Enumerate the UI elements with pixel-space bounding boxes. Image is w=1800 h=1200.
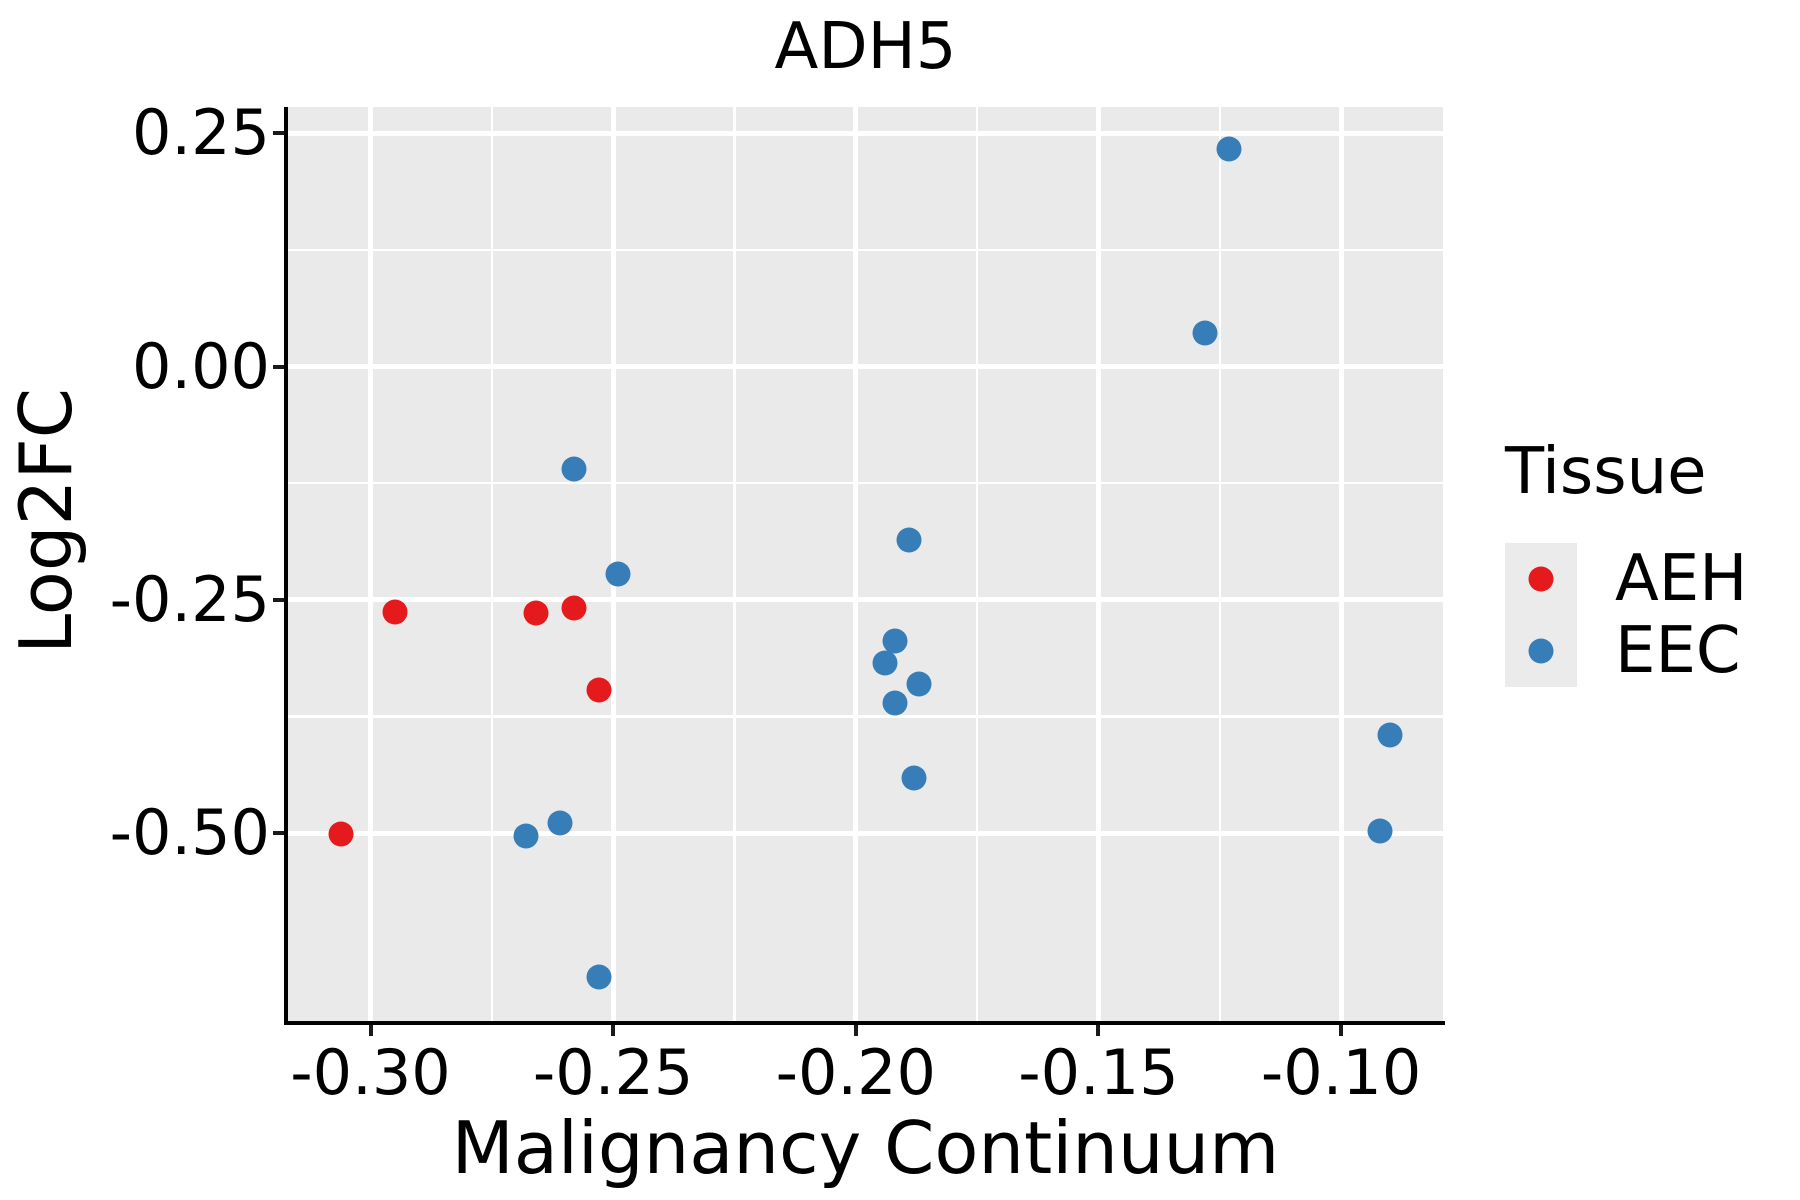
data-point-eec — [906, 671, 932, 697]
legend-entry-aeh: AEH — [1505, 542, 1748, 617]
data-point-aeh — [561, 595, 587, 621]
x-axis-tick — [368, 1025, 373, 1036]
data-point-eec — [882, 628, 908, 654]
data-point-eec — [1367, 818, 1393, 844]
legend-entry-eec: EEC — [1505, 614, 1747, 689]
data-point-eec — [586, 964, 612, 990]
data-point-eec — [896, 527, 922, 553]
legend: Tissue AEH EEC — [1505, 435, 1748, 689]
data-point-eec — [901, 765, 927, 791]
y-axis-tick — [273, 831, 284, 836]
y-tick-label: 0.00 — [131, 329, 270, 403]
x-tick-label: -0.25 — [532, 1036, 694, 1109]
x-tick-label: -0.15 — [1018, 1036, 1179, 1109]
y-tick-label: 0.25 — [131, 96, 270, 170]
x-axis-tick — [853, 1025, 858, 1036]
y-axis-tick — [273, 131, 284, 136]
x-axis-tick — [611, 1025, 616, 1036]
gridline-minor-vertical — [1218, 107, 1221, 1021]
gridline-minor-horizontal — [288, 481, 1443, 485]
x-axis-spine — [284, 1021, 1445, 1025]
x-axis-tick — [1339, 1025, 1344, 1036]
data-point-eec — [513, 823, 539, 849]
aeh-swatch-dot-icon — [1528, 566, 1554, 592]
data-point-eec — [605, 561, 631, 587]
y-axis-spine — [284, 107, 288, 1025]
data-point-eec — [1377, 722, 1403, 748]
data-point-eec — [547, 810, 573, 836]
x-tick-label: -0.10 — [1260, 1036, 1422, 1109]
gridline-minor-vertical — [975, 107, 979, 1021]
gridline-minor-horizontal — [288, 715, 1443, 718]
chart-title: ADH5 — [774, 10, 957, 84]
gridline-major-vertical — [853, 107, 859, 1021]
gridline-minor-horizontal — [288, 248, 1443, 252]
gridline-major-horizontal — [288, 830, 1443, 836]
data-point-aeh — [586, 677, 612, 703]
gridline-minor-vertical — [733, 107, 736, 1021]
y-axis-tick — [273, 364, 284, 369]
data-point-eec — [561, 456, 587, 482]
legend-title: Tissue — [1505, 435, 1707, 509]
gridline-major-horizontal — [288, 364, 1443, 370]
y-axis-tick — [273, 597, 284, 602]
data-point-aeh — [328, 821, 354, 847]
data-point-eec — [1216, 136, 1242, 162]
y-tick-label: -0.25 — [109, 562, 270, 636]
y-tick-label: -0.50 — [109, 796, 270, 870]
legend-label-aeh: AEH — [1615, 542, 1748, 617]
x-axis-label: Malignancy Continuum — [451, 1106, 1280, 1190]
gridline-major-horizontal — [288, 130, 1443, 136]
legend-label-eec: EEC — [1615, 614, 1741, 689]
gridline-minor-vertical — [490, 107, 494, 1021]
data-point-eec — [872, 650, 898, 676]
gridline-major-vertical — [1338, 107, 1344, 1021]
data-point-aeh — [382, 599, 408, 625]
eec-swatch-dot-icon — [1528, 638, 1554, 664]
data-point-eec — [882, 690, 908, 716]
data-point-eec — [1192, 320, 1218, 346]
legend-key-eec — [1505, 615, 1577, 688]
x-axis-tick — [1096, 1025, 1101, 1036]
y-axis-label: Log2FC — [4, 387, 88, 655]
data-point-aeh — [523, 600, 548, 626]
gridline-major-horizontal — [288, 597, 1443, 603]
gridline-major-vertical — [368, 107, 373, 1021]
legend-key-aeh — [1505, 543, 1577, 616]
gridline-major-vertical — [1095, 107, 1101, 1021]
x-tick-label: -0.20 — [775, 1036, 936, 1109]
plot-panel — [288, 107, 1443, 1021]
x-tick-label: -0.30 — [290, 1036, 451, 1109]
